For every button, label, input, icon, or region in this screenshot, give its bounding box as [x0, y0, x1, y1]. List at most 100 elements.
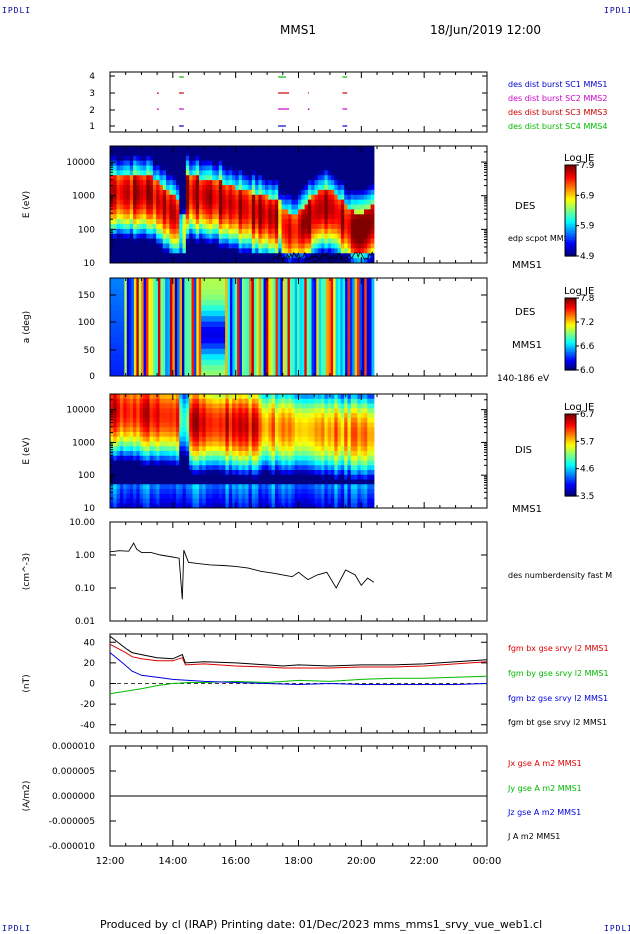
des-pitch-cell: [201, 365, 205, 372]
des-pitch-cell: [133, 283, 137, 290]
dis-energy-cell: [133, 503, 137, 509]
dis-energy-cell: [199, 403, 203, 409]
des-pitch-cell: [129, 348, 133, 355]
des-pitch-cell: [193, 348, 197, 355]
des-pitch-cell: [244, 370, 248, 377]
des-pitch-cell: [155, 365, 159, 372]
des-pitch-cell: [117, 337, 121, 344]
des-energy-cell: [367, 180, 372, 186]
dis-energy-cell: [159, 417, 164, 423]
des-pitch-cell: [258, 288, 262, 295]
des-pitch-cell: [292, 278, 296, 284]
dis-energy-cell: [136, 417, 141, 423]
des-energy-colorbar-segment: [565, 246, 576, 250]
dis-energy-cell: [119, 493, 124, 499]
des-energy-cell: [202, 160, 207, 166]
dis-energy-cell: [119, 470, 124, 476]
des-energy-cell: [199, 175, 203, 181]
dis-energy-cell: [159, 470, 164, 476]
dis-energy-cell: [123, 408, 127, 414]
des-pitch-cell: [177, 370, 181, 377]
des-pitch-cell: [131, 354, 135, 361]
des-pitch-cell: [177, 332, 181, 339]
des-pitch-cell: [119, 337, 123, 344]
des-pitch-cell: [270, 305, 274, 312]
dis-energy-cell: [162, 484, 167, 490]
des-pitch-cell: [287, 337, 291, 344]
des-energy-cell: [268, 185, 273, 191]
des-pitch-cell: [220, 343, 224, 350]
des-energy-cell: [294, 170, 299, 176]
des-energy-cell: [298, 243, 302, 249]
des-pitch-cell: [220, 327, 224, 333]
des-energy-cell: [139, 150, 144, 157]
dis-energy-cell: [195, 413, 200, 419]
des-pitch-colorbar-segment: [565, 334, 576, 337]
des-pitch-cell: [337, 354, 341, 361]
des-energy-cell: [189, 204, 193, 210]
des-energy-cell: [212, 150, 217, 157]
des-energy-cell: [370, 228, 375, 235]
des-energy-cell: [248, 150, 253, 157]
des-energy-cell: [238, 189, 243, 196]
dis-energy-cell: [133, 498, 137, 504]
dis-energy-cell: [162, 432, 167, 438]
des-energy-cell: [324, 194, 329, 201]
des-pitch-cell: [119, 299, 123, 306]
des-pitch-cell: [157, 283, 161, 290]
des-energy-cell: [199, 228, 203, 235]
dis-energy-cell: [129, 394, 134, 400]
dis-energy-cell: [182, 413, 187, 419]
des-energy-cell: [129, 219, 134, 225]
des-energy-cell: [146, 224, 151, 230]
des-pitch-cell: [239, 370, 243, 377]
des-energy-cell: [317, 180, 322, 186]
des-energy-cell: [327, 224, 332, 230]
des-pitch-cell: [186, 348, 190, 355]
des-energy-cell: [113, 243, 118, 249]
des-energy-cell: [274, 248, 279, 254]
des-pitch-cell: [148, 348, 152, 355]
des-pitch-cell: [335, 343, 339, 350]
des-pitch-cell: [357, 310, 361, 317]
des-energy-cell: [350, 233, 355, 240]
des-energy-cell: [139, 209, 144, 215]
des-energy-cell: [136, 189, 141, 196]
des-energy-cell: [119, 224, 124, 230]
des-pitch-cell: [167, 294, 171, 301]
des-energy-cell: [126, 185, 131, 191]
des-energy-cell: [166, 155, 170, 162]
des-energy-cell: [241, 146, 246, 152]
des-pitch-colorbar-segment: [565, 353, 576, 357]
dis-energy-cell: [156, 422, 160, 428]
des-pitch-cell: [205, 294, 209, 301]
des-pitch-cell: [234, 278, 238, 284]
des-energy-cell: [364, 258, 368, 264]
des-energy-cell: [175, 253, 180, 259]
des-pitch-cell: [131, 337, 135, 344]
des-pitch-cell: [263, 365, 267, 372]
dis-energy-cell: [179, 503, 184, 509]
des-pitch-cell: [162, 321, 166, 328]
des-pitch-cell: [325, 310, 329, 317]
des-energy-cell: [126, 165, 131, 171]
dis-energy-cell: [136, 398, 141, 404]
des-energy-cell: [258, 253, 263, 259]
des-pitch-cell: [261, 354, 265, 361]
des-pitch-cell: [148, 288, 152, 295]
des-pitch-cell: [114, 370, 118, 377]
des-energy-cell: [258, 185, 263, 191]
des-pitch-cell: [258, 332, 262, 339]
dis-energy-cell: [208, 408, 213, 414]
dis-energy-cell: [159, 394, 164, 400]
des-energy-cell: [119, 160, 124, 166]
dis-energy-cell: [159, 403, 164, 409]
des-energy-cell: [126, 228, 131, 235]
dis-energy-cell: [149, 432, 154, 438]
des-pitch-cell: [177, 288, 181, 295]
des-energy-cell: [238, 233, 243, 240]
des-pitch-cell: [213, 327, 217, 333]
des-energy-cell: [146, 175, 151, 181]
des-pitch-cell: [349, 365, 353, 372]
dis-energy-cell: [110, 403, 114, 409]
